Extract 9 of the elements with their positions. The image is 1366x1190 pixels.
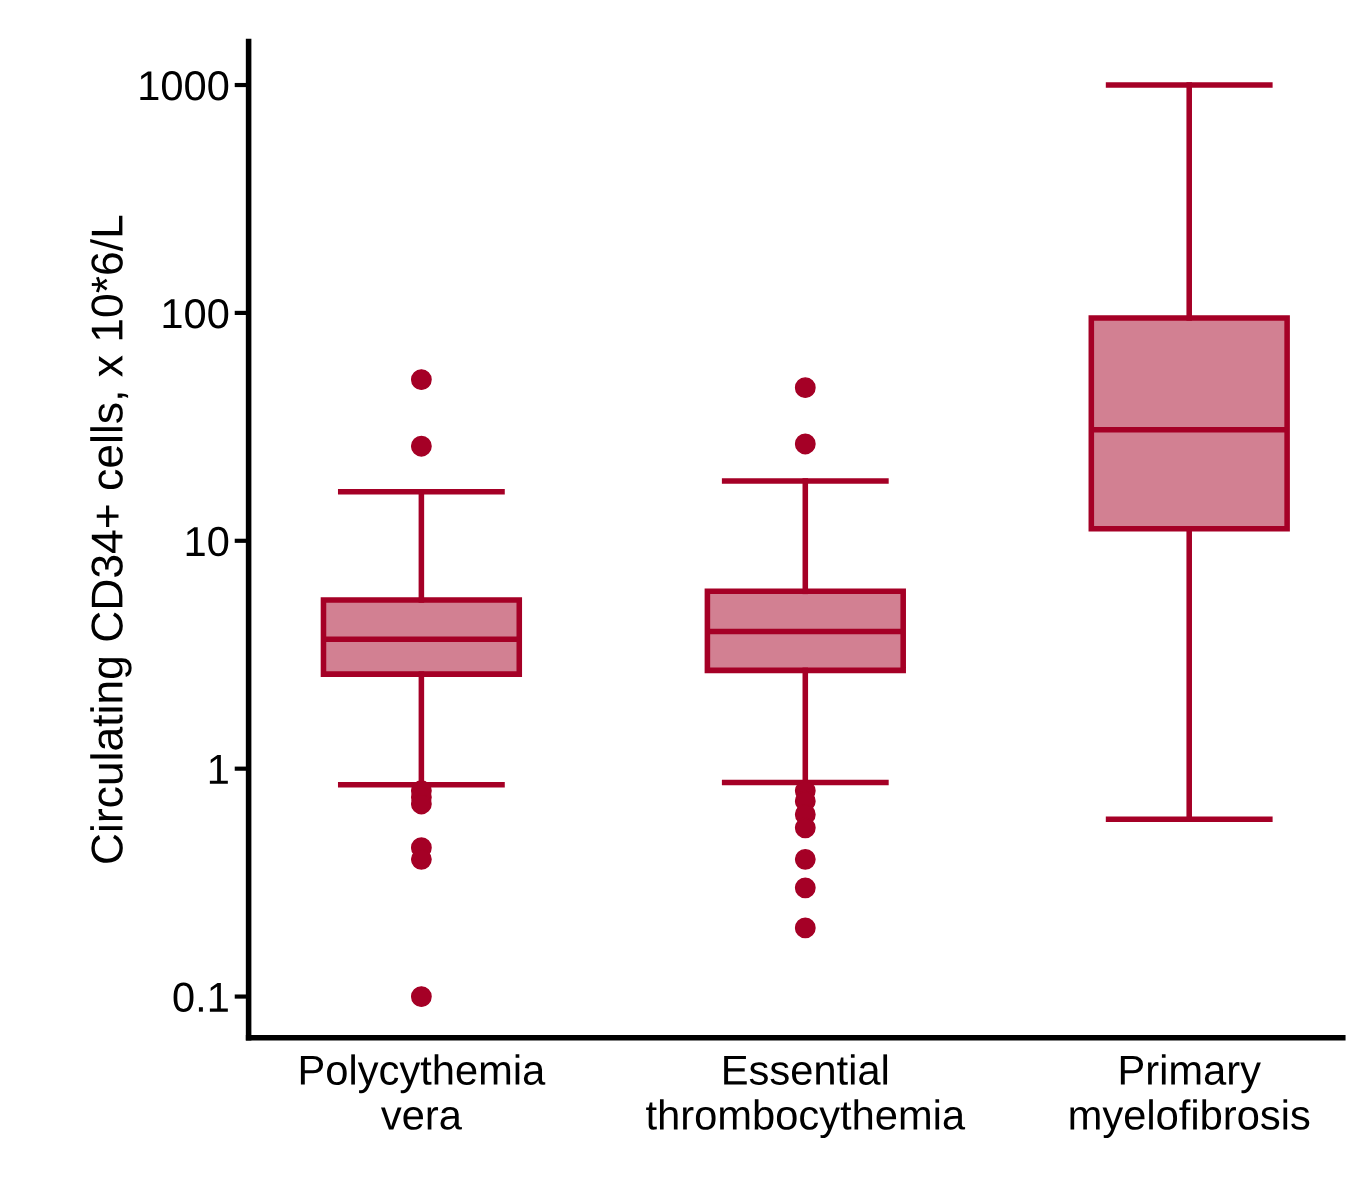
y-tick-label: 100 bbox=[163, 298, 229, 329]
x-tick-label: Primary myelofibrosis bbox=[1070, 1054, 1310, 1139]
y-tick-label: 10 bbox=[186, 526, 229, 557]
x-tick-label: Essential thrombocythemia bbox=[646, 1054, 966, 1139]
y-tick-label: 1000 bbox=[140, 71, 229, 101]
y-tick-label: 1 bbox=[209, 755, 228, 784]
y-axis-title: Circulating CD34+ cells, x 10*6/L bbox=[90, 215, 132, 863]
x-tick-label: Polycythemia vera bbox=[300, 1054, 546, 1130]
y-tick-label: 0.1 bbox=[173, 982, 228, 1013]
